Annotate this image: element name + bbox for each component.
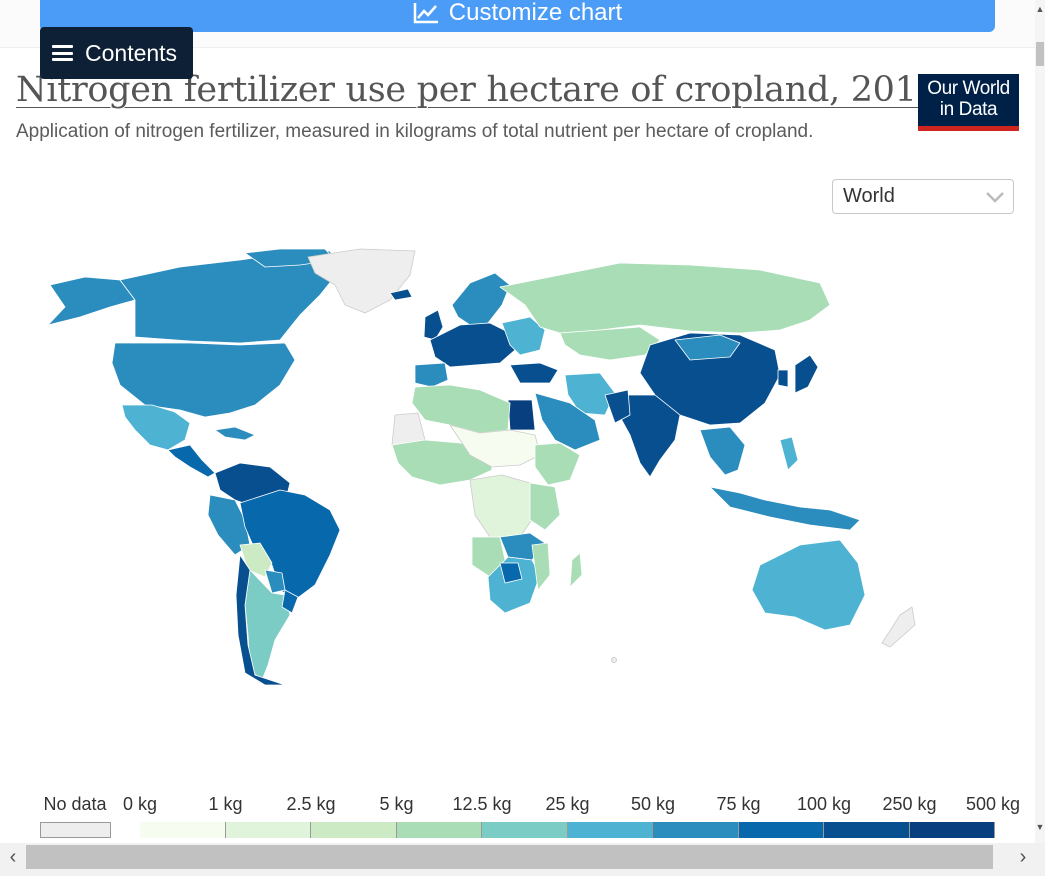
contents-label: Contents [85,39,178,66]
hamburger-icon [52,45,73,61]
contents-button[interactable]: Contents [40,27,193,79]
logo-line-1: Our World [927,78,1010,99]
country-philippines [779,436,799,471]
country-zimbabwe [499,562,523,584]
country-japan [794,354,819,394]
legend-tick-label-0: 0 kg [122,794,158,814]
logo-line-2: in Data [939,99,998,120]
country-kazakhstan [559,326,661,361]
vertical-scroll-thumb[interactable] [1036,42,1044,66]
country-india [619,394,681,478]
line-chart-icon [413,3,438,24]
country-iberia [414,362,449,388]
legend-bin-9[interactable] [909,822,995,838]
legend-bin-8[interactable] [824,822,910,838]
owid-logo[interactable]: Our World in Data [918,74,1019,131]
country-mexico [121,404,191,451]
country-china [639,332,781,426]
legend-tick-label-9: 250 kg [882,794,937,814]
country-turkey [509,362,559,384]
country-mozambique [531,542,551,591]
country-central-america [167,444,216,478]
chart-subtitle: Application of nitrogen fertilizer, meas… [16,121,814,142]
legend-tick-label-5: 25 kg [545,794,590,814]
country-caribbean [214,426,256,441]
chevron-down-icon [986,192,1004,203]
country-iceland [389,288,413,301]
country-chile [235,554,286,686]
country-saudi-arabia [534,392,601,451]
country-uruguay [281,589,299,614]
legend-bin-0[interactable] [140,822,226,838]
country-argentina [244,569,291,681]
country-new-zealand [881,606,916,648]
country-maghreb [411,384,511,434]
legend-bin-3[interactable] [396,822,482,838]
country-western-europe [429,322,516,368]
customize-chart-button[interactable]: Customize chart [40,0,995,32]
horizontal-scroll-thumb[interactable] [26,845,993,869]
legend-bin-4[interactable] [482,822,568,838]
scroll-up-arrow[interactable]: ▲ [1035,4,1045,14]
legend-bin-5[interactable] [567,822,653,838]
country-alaska [47,276,136,326]
country-australia [751,539,866,631]
country-east-africa [529,482,561,531]
legend-tick-label-4: 12.5 kg [452,794,512,814]
country-scandinavia [451,272,511,326]
legend-no-data-label: No data [43,794,107,814]
legend-tick-label-6: 50 kg [630,794,676,814]
region-select[interactable]: World [832,179,1014,214]
country-central-africa [469,474,536,541]
country-eastern-europe [501,316,546,356]
legend-tick-label-7: 75 kg [716,794,761,814]
world-map-svg [47,248,916,686]
legend-tick-label-1: 1 kg [208,794,243,814]
country-united-states [111,342,296,418]
country-korea [777,369,789,388]
country-uk [423,309,444,341]
country-egypt [507,399,536,431]
region-select-value: World [843,185,895,207]
legend-tick-label-3: 5 kg [379,794,414,814]
legend-bin-7[interactable] [738,822,824,838]
scroll-right-arrow[interactable]: › [1019,845,1027,868]
vertical-scrollbar[interactable]: ▲ ▼ [1035,0,1045,843]
map-legend: No data 0 kg 1 kg 2.5 kg 5 kg 12.5 kg 25 kg 50… [0,790,1035,842]
country-mongolia [674,334,741,361]
country-small-island [611,657,617,663]
legend-bin-6[interactable] [653,822,739,838]
scroll-left-arrow[interactable]: ‹ [9,845,17,868]
country-iran [564,372,616,416]
world-map[interactable] [40,245,960,695]
legend-tick-label-2: 2.5 kg [286,794,336,814]
country-russia [499,262,831,334]
country-canada [119,250,341,344]
legend-tick-label-8: 100 kg [796,794,852,814]
legend-no-data-swatch [40,822,111,838]
country-southern-africa [487,556,541,614]
country-indonesia [709,486,861,531]
country-west-africa [391,439,493,486]
customize-chart-label: Customize chart [448,0,623,26]
country-madagascar [569,552,583,588]
legend-bin-1[interactable] [225,822,311,838]
horizontal-scrollbar[interactable]: ‹ › [0,843,1045,876]
scroll-down-arrow[interactable]: ▼ [1035,822,1045,832]
country-pakistan [604,389,631,424]
legend-tick-label-10: 500 kg [965,794,1021,814]
country-greenland [307,248,416,314]
legend-bin-2[interactable] [311,822,397,838]
country-southeast-asia [699,426,746,476]
country-horn-of-africa [534,442,581,486]
